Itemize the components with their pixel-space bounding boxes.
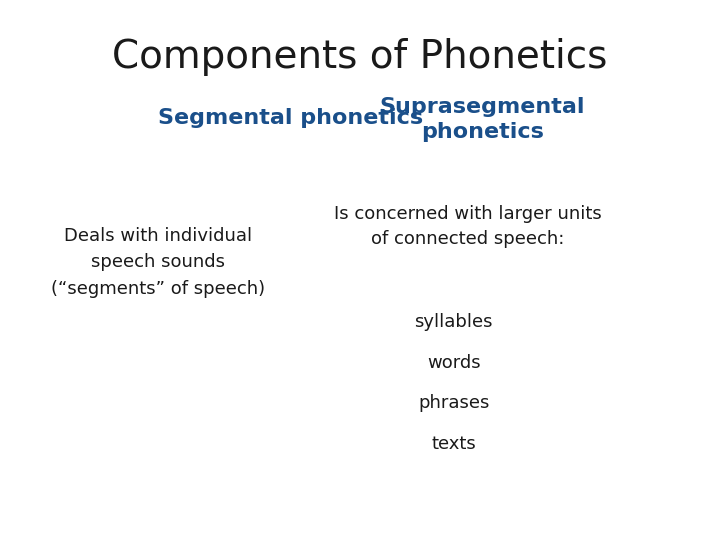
Text: Deals with individual
speech sounds
(“segments” of speech): Deals with individual speech sounds (“se… [51,227,266,298]
Text: Is concerned with larger units
of connected speech:: Is concerned with larger units of connec… [334,205,602,248]
Text: Suprasegmental
phonetics: Suprasegmental phonetics [379,97,585,142]
Text: syllables: syllables [414,313,493,331]
Text: Segmental phonetics: Segmental phonetics [158,108,423,128]
Text: texts: texts [431,435,476,453]
Text: words: words [427,354,480,372]
Text: phrases: phrases [418,394,490,412]
Text: Components of Phonetics: Components of Phonetics [112,38,608,76]
